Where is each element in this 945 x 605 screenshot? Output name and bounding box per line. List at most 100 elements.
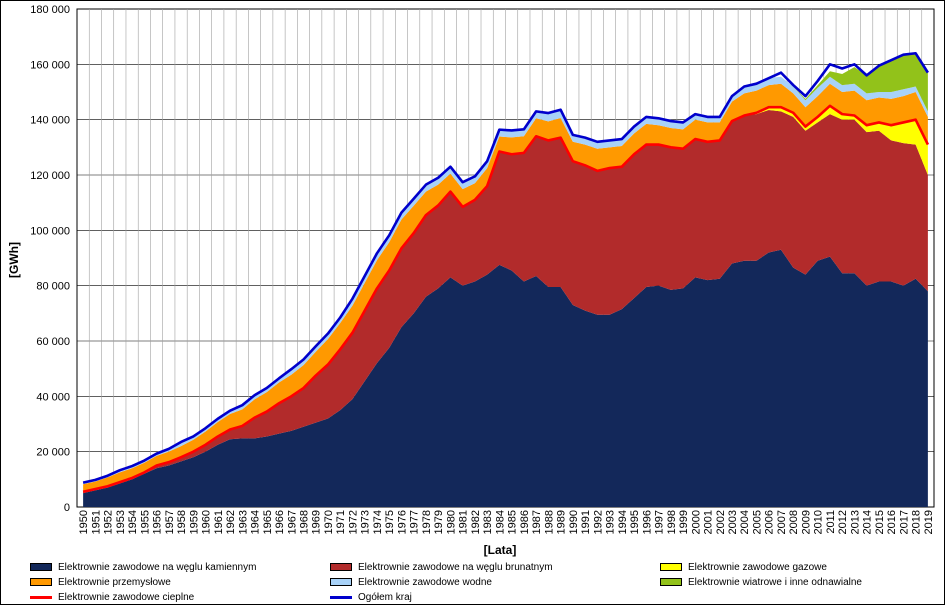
x-tick-label-1970: 1970 bbox=[323, 510, 335, 534]
x-tick-label-1969: 1969 bbox=[311, 510, 323, 534]
x-tick-label-1998: 1998 bbox=[666, 510, 678, 534]
x-tick-label-1991: 1991 bbox=[580, 510, 592, 534]
legend-swatch-coal bbox=[30, 563, 52, 571]
legend-swatch-hydro bbox=[330, 578, 352, 586]
legend-line-thermal bbox=[30, 595, 52, 599]
x-tick-label-2015: 2015 bbox=[874, 510, 886, 534]
legend-item-industrial: Elektrownie przemysłowe bbox=[30, 575, 171, 589]
x-tick-label-2012: 2012 bbox=[837, 510, 849, 534]
area-series bbox=[83, 53, 928, 507]
x-tick-label-1955: 1955 bbox=[139, 510, 151, 534]
x-tick-label-2016: 2016 bbox=[886, 510, 898, 534]
x-tick-label-1974: 1974 bbox=[372, 510, 384, 534]
x-tick-label-1962: 1962 bbox=[225, 510, 237, 534]
x-tick-label-2004: 2004 bbox=[739, 510, 751, 534]
x-tick-label-2010: 2010 bbox=[813, 510, 825, 534]
legend-swatch-industrial bbox=[30, 578, 52, 586]
x-tick-label-2009: 2009 bbox=[800, 510, 812, 534]
x-tick-label-1951: 1951 bbox=[90, 510, 102, 534]
x-tick-label-1958: 1958 bbox=[176, 510, 188, 534]
legend-label-total: Ogółem kraj bbox=[358, 591, 412, 603]
chart-canvas: 0 20 000 40 000 60 000 80 000 100 000 120 000 1… bbox=[30, 4, 935, 534]
area-1 bbox=[83, 109, 928, 494]
x-tick-label-1984: 1984 bbox=[494, 510, 506, 534]
x-tick-label-2011: 2011 bbox=[825, 510, 837, 534]
x-tick-label-1950: 1950 bbox=[78, 510, 90, 534]
y-tick-label-5: 100 000 bbox=[30, 225, 70, 237]
y-tick-label-3: 60 000 bbox=[36, 336, 70, 348]
x-tick-label-1971: 1971 bbox=[335, 510, 347, 534]
x-tick-label-1992: 1992 bbox=[592, 510, 604, 534]
x-tick-label-2006: 2006 bbox=[764, 510, 776, 534]
x-tick-label-1973: 1973 bbox=[360, 510, 372, 534]
x-tick-label-1959: 1959 bbox=[188, 510, 200, 534]
legend-label-wind: Elektrownie wiatrowe i inne odnawialne bbox=[688, 576, 862, 588]
x-tick-label-1994: 1994 bbox=[617, 510, 629, 534]
x-tick-label-2017: 2017 bbox=[898, 510, 910, 534]
legend-item-wind: Elektrownie wiatrowe i inne odnawialne bbox=[660, 575, 862, 589]
x-tick-label-1982: 1982 bbox=[470, 510, 482, 534]
x-tick-label-2001: 2001 bbox=[703, 510, 715, 534]
y-tick-label-2: 40 000 bbox=[36, 391, 70, 403]
x-tick-label-1967: 1967 bbox=[286, 510, 298, 534]
x-tick-label-1956: 1956 bbox=[152, 510, 164, 534]
legend-item-hydro: Elektrownie zawodowe wodne bbox=[330, 575, 492, 589]
x-tick-label-2003: 2003 bbox=[727, 510, 739, 534]
x-tick-label-1978: 1978 bbox=[421, 510, 433, 534]
x-axis-label: [Lata] bbox=[483, 543, 517, 557]
x-tick-label-1966: 1966 bbox=[274, 510, 286, 534]
x-tick-label-2002: 2002 bbox=[715, 510, 727, 534]
legend: Elektrownie zawodowe na węglu kamiennym … bbox=[30, 560, 920, 604]
legend-swatch-gas bbox=[660, 563, 682, 571]
x-tick-label-1996: 1996 bbox=[641, 510, 653, 534]
x-tick-label-1954: 1954 bbox=[127, 510, 139, 534]
x-tick-label-1963: 1963 bbox=[237, 510, 249, 534]
x-tick-label-1987: 1987 bbox=[531, 510, 543, 534]
x-tick-label-1979: 1979 bbox=[433, 510, 445, 534]
area-3 bbox=[83, 83, 928, 492]
x-tick-label-1953: 1953 bbox=[115, 510, 127, 534]
y-axis-ticks: 0 20 000 40 000 60 000 80 000 100 000 120 000 1… bbox=[30, 4, 70, 514]
legend-item-gas: Elektrownie zawodowe gazowe bbox=[660, 560, 827, 574]
legend-swatch-lignite bbox=[330, 563, 352, 571]
x-tick-label-1995: 1995 bbox=[629, 510, 641, 534]
x-tick-label-2000: 2000 bbox=[690, 510, 702, 534]
area-0 bbox=[83, 249, 928, 507]
x-tick-label-2005: 2005 bbox=[751, 510, 763, 534]
x-tick-label-1997: 1997 bbox=[654, 510, 666, 534]
y-tick-label-6: 120 000 bbox=[30, 170, 70, 182]
x-tick-label-1961: 1961 bbox=[213, 510, 225, 534]
x-tick-label-1986: 1986 bbox=[519, 510, 531, 534]
y-tick-label-9: 180 000 bbox=[30, 4, 70, 16]
x-tick-label-1985: 1985 bbox=[507, 510, 519, 534]
legend-label-coal: Elektrownie zawodowe na węglu kamiennym bbox=[58, 561, 257, 573]
x-tick-label-1980: 1980 bbox=[445, 510, 457, 534]
x-tick-label-2008: 2008 bbox=[788, 510, 800, 534]
x-tick-label-1952: 1952 bbox=[103, 510, 115, 534]
legend-label-lignite: Elektrownie zawodowe na węglu brunatnym bbox=[358, 561, 553, 573]
x-tick-label-1972: 1972 bbox=[347, 510, 359, 534]
line-0 bbox=[82, 104, 930, 494]
legend-line-total bbox=[330, 595, 352, 599]
x-tick-label-1977: 1977 bbox=[409, 510, 421, 534]
y-tick-label-0: 0 bbox=[64, 502, 70, 514]
x-tick-label-1964: 1964 bbox=[250, 510, 262, 534]
line-series bbox=[82, 51, 930, 494]
y-axis-label: [GWh] bbox=[7, 242, 21, 278]
legend-item-total: Ogółem kraj bbox=[330, 590, 412, 604]
x-tick-label-1968: 1968 bbox=[298, 510, 310, 534]
legend-label-thermal: Elektrownie zawodowe cieplne bbox=[58, 591, 195, 603]
y-tick-label-1: 20 000 bbox=[36, 447, 70, 459]
legend-label-hydro: Elektrownie zawodowe wodne bbox=[358, 576, 492, 588]
y-tick-label-4: 80 000 bbox=[36, 281, 70, 293]
legend-label-gas: Elektrownie zawodowe gazowe bbox=[688, 561, 827, 573]
x-tick-label-1993: 1993 bbox=[605, 510, 617, 534]
x-tick-label-2018: 2018 bbox=[911, 510, 923, 534]
x-tick-label-1965: 1965 bbox=[262, 510, 274, 534]
legend-swatch-wind bbox=[660, 578, 682, 586]
legend-item-lignite: Elektrownie zawodowe na węglu brunatnym bbox=[330, 560, 553, 574]
x-tick-label-1981: 1981 bbox=[458, 510, 470, 534]
x-tick-label-1975: 1975 bbox=[384, 510, 396, 534]
x-tick-label-1976: 1976 bbox=[396, 510, 408, 534]
x-tick-label-2007: 2007 bbox=[776, 510, 788, 534]
